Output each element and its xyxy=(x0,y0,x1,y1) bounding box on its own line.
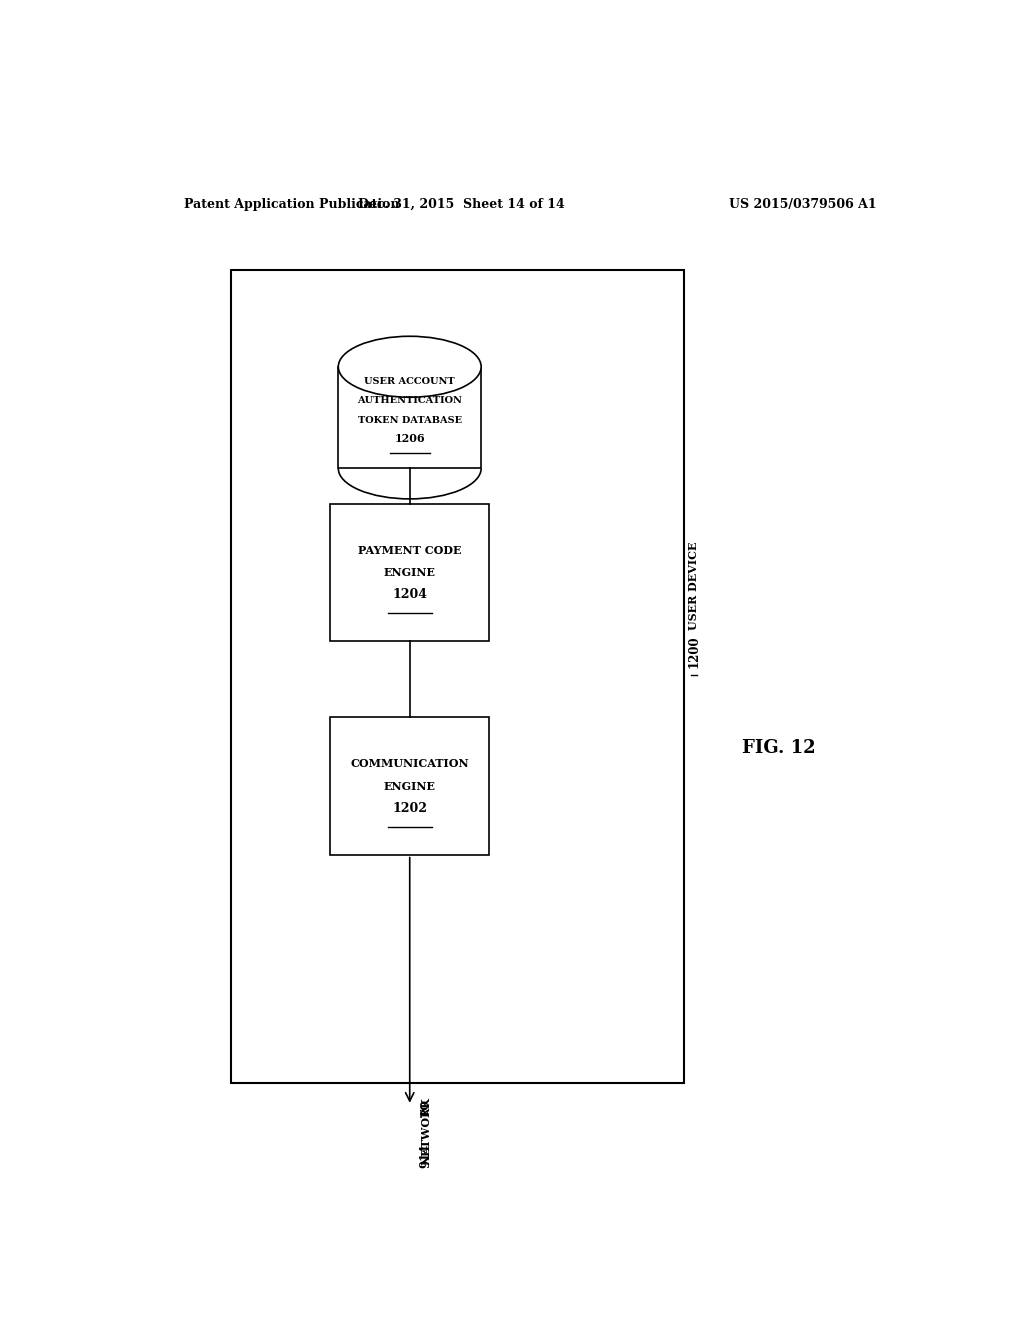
Text: NETWORK: NETWORK xyxy=(420,1097,431,1166)
Bar xyxy=(231,271,684,1084)
Text: PAYMENT CODE: PAYMENT CODE xyxy=(358,545,462,556)
Text: 1200: 1200 xyxy=(687,635,700,668)
Text: ENGINE: ENGINE xyxy=(384,780,436,792)
Text: Patent Application Publication: Patent Application Publication xyxy=(183,198,399,211)
Text: 914: 914 xyxy=(419,1143,432,1168)
Text: COMMUNICATION: COMMUNICATION xyxy=(350,758,469,770)
Bar xyxy=(331,718,489,854)
Text: 1204: 1204 xyxy=(392,589,427,602)
Text: Dec. 31, 2015  Sheet 14 of 14: Dec. 31, 2015 Sheet 14 of 14 xyxy=(358,198,564,211)
Text: US 2015/0379506 A1: US 2015/0379506 A1 xyxy=(729,198,877,211)
Text: TOKEN DATABASE: TOKEN DATABASE xyxy=(357,416,462,425)
Bar xyxy=(338,367,481,469)
Text: USER DEVICE: USER DEVICE xyxy=(688,541,699,630)
Text: 1206: 1206 xyxy=(394,433,425,444)
Ellipse shape xyxy=(338,337,481,397)
Text: 1202: 1202 xyxy=(392,801,427,814)
Text: TO: TO xyxy=(420,1098,431,1117)
Text: USER ACCOUNT: USER ACCOUNT xyxy=(365,378,455,385)
Text: FIG. 12: FIG. 12 xyxy=(742,739,815,756)
Bar xyxy=(331,504,489,642)
Text: ENGINE: ENGINE xyxy=(384,568,436,578)
Text: AUTHENTICATION: AUTHENTICATION xyxy=(357,396,462,405)
